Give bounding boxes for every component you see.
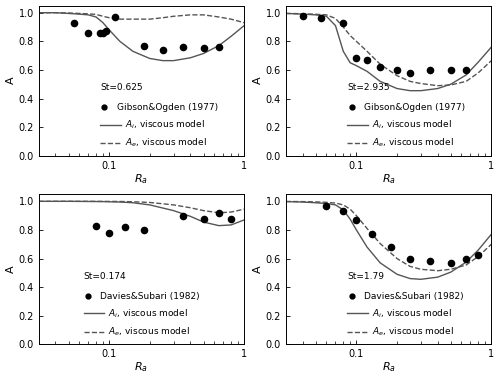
Point [368, 231, 376, 237]
Point [110, 14, 118, 20]
Point [406, 70, 414, 76]
Text: $A_i$, viscous model: $A_i$, viscous model [372, 307, 452, 320]
Point [393, 67, 401, 73]
Text: Davies&Subari (1982): Davies&Subari (1982) [364, 291, 464, 301]
Point [92, 223, 100, 230]
Y-axis label: A: A [253, 77, 263, 84]
Y-axis label: A: A [253, 266, 263, 273]
Point [298, 13, 306, 19]
Point [318, 15, 326, 21]
Point [140, 227, 147, 233]
X-axis label: $R_a$: $R_a$ [134, 361, 148, 374]
Point [406, 255, 414, 261]
Point [178, 212, 186, 218]
Text: St=2.935: St=2.935 [348, 83, 390, 92]
Y-axis label: A: A [6, 77, 16, 84]
Text: St=0.174: St=0.174 [84, 272, 126, 280]
Text: St=1.79: St=1.79 [348, 272, 385, 280]
Text: Gibson&Ogden (1977): Gibson&Ogden (1977) [364, 103, 465, 112]
X-axis label: $R_a$: $R_a$ [382, 361, 396, 374]
Point [70, 20, 78, 26]
Point [387, 244, 395, 250]
Point [102, 28, 110, 34]
Text: $A_i$, viscous model: $A_i$, viscous model [108, 307, 188, 320]
Y-axis label: A: A [6, 266, 16, 273]
Point [446, 67, 454, 73]
X-axis label: $R_a$: $R_a$ [134, 172, 148, 186]
Text: Davies&Subari (1982): Davies&Subari (1982) [100, 291, 200, 301]
Point [84, 30, 92, 36]
Point [340, 208, 347, 214]
Point [227, 216, 235, 222]
Text: $A_e$, viscous model: $A_e$, viscous model [108, 325, 190, 338]
Point [215, 44, 223, 50]
Point [474, 252, 482, 258]
Text: Gibson&Ogden (1977): Gibson&Ogden (1977) [116, 103, 218, 112]
X-axis label: $R_a$: $R_a$ [382, 172, 396, 186]
Point [200, 46, 207, 52]
Point [120, 224, 128, 230]
Point [376, 64, 384, 70]
Text: St=0.625: St=0.625 [100, 83, 143, 92]
Point [426, 67, 434, 73]
Point [178, 44, 186, 50]
Text: $A_e$, viscous model: $A_e$, viscous model [372, 325, 454, 338]
Point [200, 216, 207, 222]
Point [140, 43, 147, 49]
Point [426, 258, 434, 264]
Point [99, 30, 107, 36]
Point [96, 30, 104, 36]
Point [462, 256, 470, 262]
Point [340, 20, 347, 26]
Text: $A_e$, viscous model: $A_e$, viscous model [372, 137, 454, 149]
Point [446, 260, 454, 266]
Text: $A_i$, viscous model: $A_i$, viscous model [372, 119, 452, 131]
Point [462, 67, 470, 73]
Text: $A_i$, viscous model: $A_i$, viscous model [125, 119, 205, 131]
Point [159, 47, 167, 53]
Point [322, 203, 330, 209]
Point [105, 230, 113, 236]
Point [215, 210, 223, 216]
Point [363, 57, 371, 63]
Point [352, 55, 360, 62]
Text: $A_e$, viscous model: $A_e$, viscous model [125, 137, 207, 149]
Point [352, 217, 360, 223]
